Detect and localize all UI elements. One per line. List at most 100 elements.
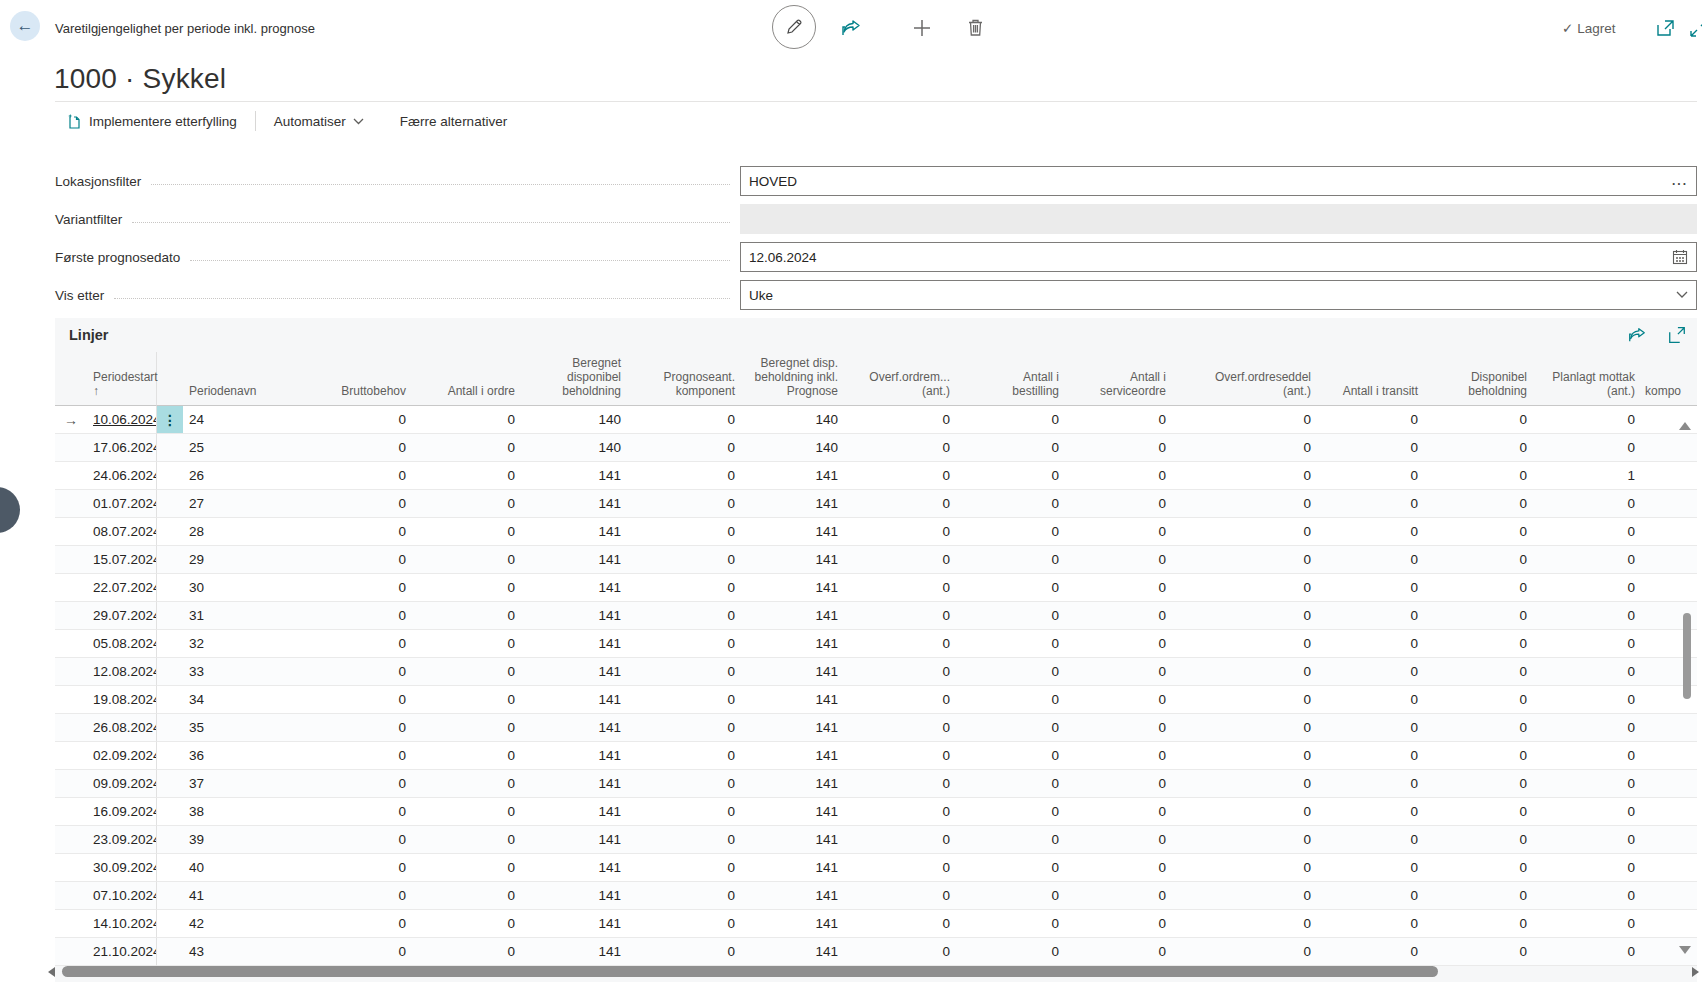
value-cell[interactable]: 0	[300, 630, 410, 658]
value-cell[interactable]: 0	[954, 602, 1063, 630]
value-cell[interactable]: 141	[519, 490, 625, 518]
value-cell[interactable]: 0	[300, 490, 410, 518]
value-cell[interactable]: 0	[300, 826, 410, 854]
value-cell[interactable]: 0	[410, 406, 519, 434]
value-cell[interactable]: 0	[1531, 602, 1639, 630]
period-name-cell[interactable]: 29	[183, 546, 300, 574]
value-cell[interactable]: 0	[1531, 714, 1639, 742]
back-button[interactable]: ←	[10, 11, 40, 41]
komponent-cell[interactable]	[1639, 434, 1697, 462]
table-row[interactable]: →10.06.2024⋮240014001400000000	[55, 406, 1697, 434]
value-cell[interactable]: 0	[954, 490, 1063, 518]
value-cell[interactable]: 0	[842, 434, 954, 462]
period-name-cell[interactable]: 40	[183, 854, 300, 882]
value-cell[interactable]: 0	[1170, 574, 1315, 602]
value-cell[interactable]: 0	[625, 574, 739, 602]
value-cell[interactable]: 0	[1170, 714, 1315, 742]
value-cell[interactable]: 0	[300, 854, 410, 882]
value-cell[interactable]: 0	[300, 462, 410, 490]
table-row[interactable]: 05.08.2024320014101410000000	[55, 630, 1697, 658]
value-cell[interactable]: 0	[410, 546, 519, 574]
value-cell[interactable]: 141	[519, 742, 625, 770]
value-cell[interactable]: 141	[519, 910, 625, 938]
value-cell[interactable]: 0	[300, 714, 410, 742]
value-cell[interactable]: 0	[300, 546, 410, 574]
value-cell[interactable]: 0	[954, 742, 1063, 770]
table-row[interactable]: 24.06.2024260014101410000001	[55, 462, 1697, 490]
value-cell[interactable]: 141	[739, 518, 842, 546]
value-cell[interactable]: 0	[1315, 434, 1422, 462]
value-cell[interactable]: 141	[739, 714, 842, 742]
value-cell[interactable]: 0	[954, 714, 1063, 742]
value-cell[interactable]: 0	[1422, 518, 1531, 546]
value-cell[interactable]: 0	[625, 798, 739, 826]
value-cell[interactable]: 0	[410, 518, 519, 546]
calendar-icon[interactable]	[1672, 249, 1688, 265]
value-cell[interactable]: 0	[842, 910, 954, 938]
forecast-date-input[interactable]: 12.06.2024	[740, 242, 1697, 272]
value-cell[interactable]: 141	[519, 714, 625, 742]
period-start-cell[interactable]: 29.07.2024	[87, 602, 157, 630]
value-cell[interactable]: 0	[1063, 546, 1170, 574]
value-cell[interactable]: 0	[300, 742, 410, 770]
table-row[interactable]: 22.07.2024300014101410000000	[55, 574, 1697, 602]
scroll-right-arrow[interactable]	[1692, 967, 1699, 977]
value-cell[interactable]: 0	[300, 518, 410, 546]
value-cell[interactable]: 0	[1170, 434, 1315, 462]
value-cell[interactable]: 0	[1531, 658, 1639, 686]
value-cell[interactable]: 0	[1315, 910, 1422, 938]
period-start-cell[interactable]: 10.06.2024	[87, 406, 157, 434]
scroll-down-arrow[interactable]	[1679, 946, 1691, 954]
column-header[interactable]: Beregnet disponibel beholdning	[519, 352, 625, 406]
period-start-cell[interactable]: 02.09.2024	[87, 742, 157, 770]
value-cell[interactable]: 0	[1422, 882, 1531, 910]
value-cell[interactable]: 141	[519, 686, 625, 714]
period-start-cell[interactable]: 30.09.2024	[87, 854, 157, 882]
period-start-link[interactable]: 10.06.2024	[93, 412, 157, 427]
value-cell[interactable]: 0	[410, 910, 519, 938]
value-cell[interactable]: 0	[1063, 686, 1170, 714]
value-cell[interactable]: 0	[1063, 714, 1170, 742]
value-cell[interactable]: 140	[739, 434, 842, 462]
value-cell[interactable]: 0	[1063, 602, 1170, 630]
value-cell[interactable]: 0	[625, 462, 739, 490]
value-cell[interactable]: 0	[1170, 910, 1315, 938]
table-row[interactable]: 19.08.2024340014101410000000	[55, 686, 1697, 714]
column-header[interactable]: Antall i serviceordre	[1063, 352, 1170, 406]
value-cell[interactable]: 0	[1315, 574, 1422, 602]
period-name-cell[interactable]: 43	[183, 938, 300, 966]
edit-button[interactable]	[772, 5, 816, 49]
value-cell[interactable]: 0	[1170, 686, 1315, 714]
table-row[interactable]: 29.07.2024310014101410000000	[55, 602, 1697, 630]
value-cell[interactable]: 0	[1531, 406, 1639, 434]
value-cell[interactable]: 0	[1422, 910, 1531, 938]
value-cell[interactable]: 0	[1422, 742, 1531, 770]
value-cell[interactable]: 0	[954, 770, 1063, 798]
value-cell[interactable]: 141	[739, 490, 842, 518]
value-cell[interactable]: 0	[1422, 658, 1531, 686]
value-cell[interactable]: 0	[300, 574, 410, 602]
period-start-cell[interactable]: 16.09.2024	[87, 798, 157, 826]
period-name-cell[interactable]: 32	[183, 630, 300, 658]
horizontal-scrollbar-thumb[interactable]	[62, 966, 1438, 977]
value-cell[interactable]: 0	[954, 462, 1063, 490]
value-cell[interactable]: 0	[1422, 938, 1531, 966]
period-name-cell[interactable]: 42	[183, 910, 300, 938]
value-cell[interactable]: 0	[1531, 434, 1639, 462]
value-cell[interactable]: 141	[519, 602, 625, 630]
value-cell[interactable]: 141	[519, 630, 625, 658]
value-cell[interactable]: 0	[842, 518, 954, 546]
value-cell[interactable]: 0	[1422, 686, 1531, 714]
period-start-cell[interactable]: 17.06.2024	[87, 434, 157, 462]
column-header[interactable]: Beregnet disp. beholdning inkl. Prognose	[739, 352, 842, 406]
value-cell[interactable]: 141	[519, 518, 625, 546]
value-cell[interactable]: 141	[739, 798, 842, 826]
value-cell[interactable]: 141	[519, 882, 625, 910]
period-start-cell[interactable]: 09.09.2024	[87, 770, 157, 798]
value-cell[interactable]: 0	[1315, 462, 1422, 490]
automate-menu-button[interactable]: Automatiser	[270, 114, 368, 129]
value-cell[interactable]: 141	[519, 798, 625, 826]
value-cell[interactable]: 0	[410, 630, 519, 658]
value-cell[interactable]: 141	[519, 658, 625, 686]
value-cell[interactable]: 0	[1531, 882, 1639, 910]
